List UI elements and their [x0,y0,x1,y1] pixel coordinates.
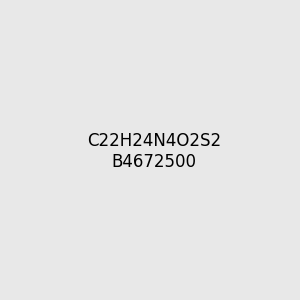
Text: C22H24N4O2S2
B4672500: C22H24N4O2S2 B4672500 [87,132,221,171]
